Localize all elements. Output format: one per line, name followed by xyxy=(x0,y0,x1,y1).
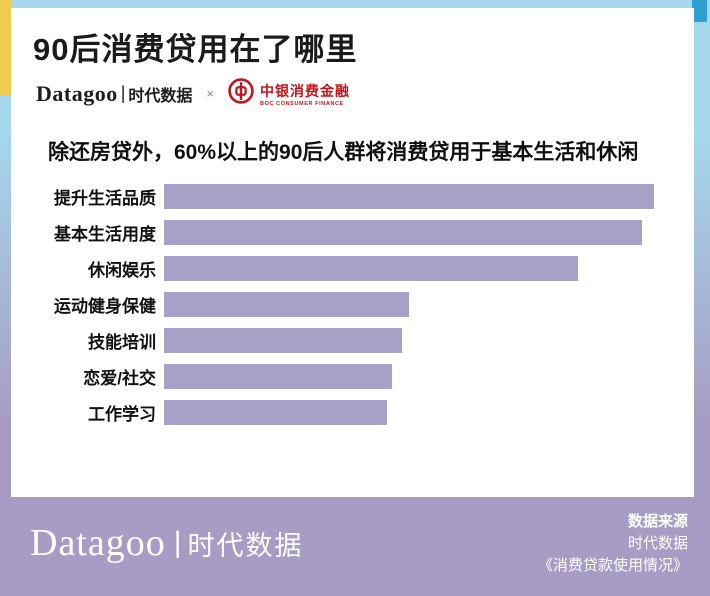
header-logo-row: Datagoo | 时代数据 × 中银消费金融 BOC CONSUMER FIN… xyxy=(36,78,350,109)
boc-name: 中银消费金融 xyxy=(260,82,351,99)
bar-track xyxy=(164,327,694,353)
bar-track xyxy=(164,183,694,209)
chart-row: 恋爱/社交 xyxy=(11,358,694,394)
footer-brand-separator: | xyxy=(173,526,182,559)
bar-category-label: 运动健身保健 xyxy=(54,296,156,316)
data-source-line1: 时代数据 xyxy=(627,535,688,552)
bar-7 xyxy=(164,399,387,425)
data-source-label: 数据来源 xyxy=(627,513,688,530)
datagoo-cn-label: 时代数据 xyxy=(128,87,193,105)
footer-datagoo-cn-label: 时代数据 xyxy=(187,530,304,561)
bar-track xyxy=(164,399,694,425)
bar-chart: 提升生活品质 基本生活用度休闲娱乐运动健身保健技能培训恋爱/社交工作学习 xyxy=(11,178,694,430)
boc-logo: 中银消费金融 BOC CONSUMER FINANCE xyxy=(228,78,350,109)
bar-track xyxy=(164,363,694,389)
bar-track xyxy=(164,291,694,317)
boc-subtitle: BOC CONSUMER FINANCE xyxy=(260,100,344,107)
page-title: 90后消费贷用在了哪里 xyxy=(33,32,358,67)
chart-row: 技能培训 xyxy=(11,322,694,358)
datagoo-logo: Datagoo | 时代数据 xyxy=(36,81,192,107)
chart-row: 休闲娱乐 xyxy=(11,250,694,286)
chart-subtitle: 除还房贷外，60%以上的90后人群将消费贷用于基本生活和休闲 xyxy=(48,141,639,164)
bar-track xyxy=(164,255,694,281)
bar-track xyxy=(164,219,694,245)
bar-category-label: 基本生活用度 xyxy=(54,224,156,244)
bar-2 xyxy=(164,219,642,245)
bar-category-label: 休闲娱乐 xyxy=(88,260,156,280)
bar-category-label: 技能培训 xyxy=(88,332,156,352)
bar-6 xyxy=(164,363,392,389)
boc-text-block: 中银消费金融 BOC CONSUMER FINANCE xyxy=(260,81,350,107)
bar-3 xyxy=(164,255,578,281)
footer-band: Datagoo | 时代数据 数据来源 时代数据 《消费贷款使用情况》 xyxy=(0,497,710,596)
datagoo-wordmark: Datagoo xyxy=(36,80,118,106)
bar-category-label: 提升生活品质 xyxy=(54,188,156,208)
chart-row: 运动健身保健 xyxy=(11,286,694,322)
bar-category-label: 恋爱/社交 xyxy=(83,368,156,388)
corner-accent-top-left xyxy=(0,0,11,95)
corner-accent-top-right xyxy=(692,0,707,22)
data-source-line2: 《消费贷款使用情况》 xyxy=(537,557,688,574)
chart-row: 工作学习 xyxy=(11,394,694,430)
boc-coin-icon xyxy=(228,78,254,109)
data-source-block: 数据来源 时代数据 《消费贷款使用情况》 xyxy=(538,511,688,577)
brand-separator: | xyxy=(120,83,126,103)
chart-row: 基本生活用度 xyxy=(11,214,694,250)
bar-category-label: 工作学习 xyxy=(88,404,156,424)
bar-1 xyxy=(164,183,654,209)
bar-5 xyxy=(164,327,402,353)
footer-datagoo-logo: Datagoo | 时代数据 xyxy=(30,521,304,565)
chart-row: 提升生活品质 xyxy=(11,178,694,214)
content-panel: 90后消费贷用在了哪里 Datagoo | 时代数据 × 中银消 xyxy=(11,8,694,497)
collaboration-x-icon: × xyxy=(206,86,215,101)
bar-4 xyxy=(164,291,409,317)
footer-datagoo-wordmark: Datagoo xyxy=(30,522,166,564)
